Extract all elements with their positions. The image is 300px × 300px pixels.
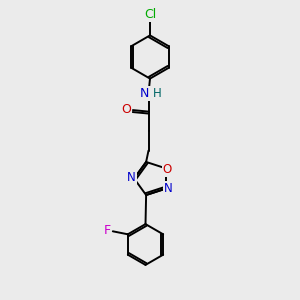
- Text: O: O: [163, 163, 172, 176]
- Text: N: N: [127, 171, 136, 184]
- Text: N: N: [164, 182, 172, 195]
- Text: Cl: Cl: [144, 8, 156, 21]
- Text: H: H: [152, 87, 161, 100]
- Text: F: F: [103, 224, 110, 237]
- Text: O: O: [122, 103, 131, 116]
- Text: N: N: [140, 87, 150, 100]
